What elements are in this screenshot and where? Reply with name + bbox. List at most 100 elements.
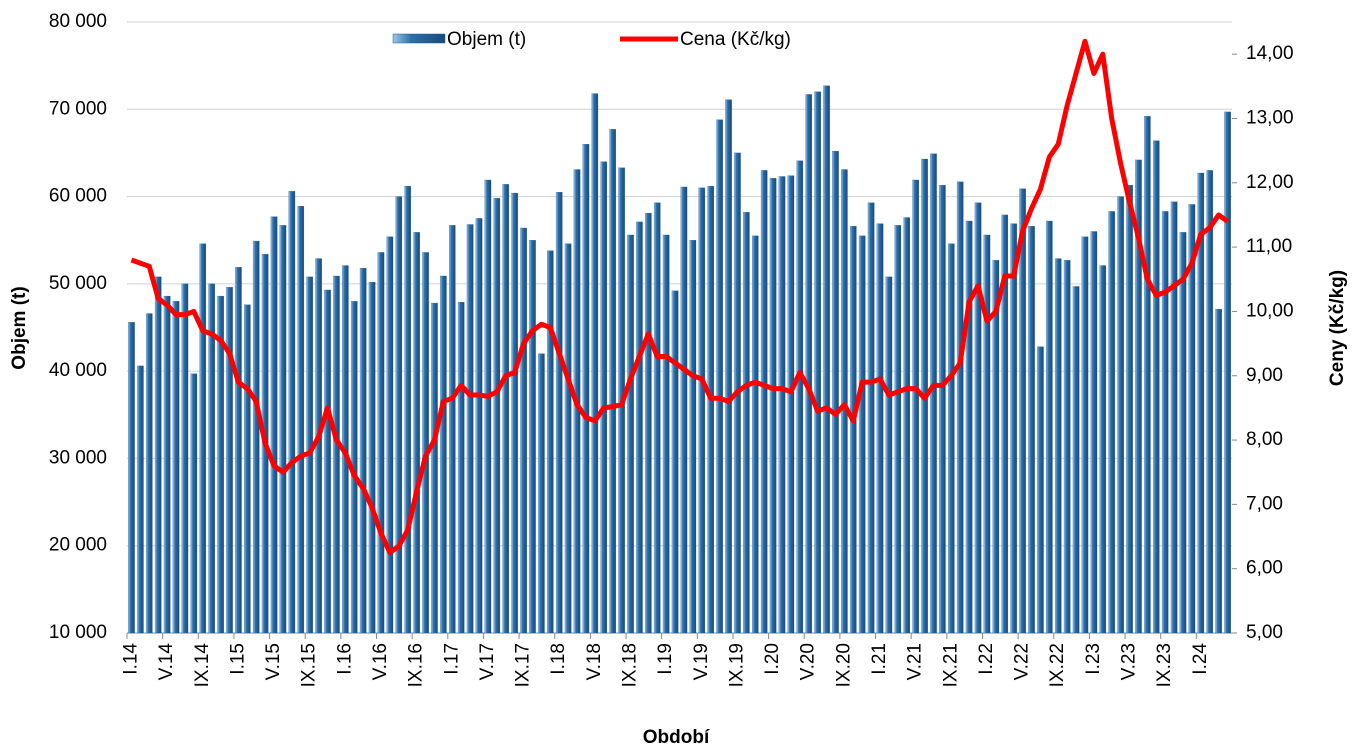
bar (743, 212, 750, 634)
bar (823, 85, 830, 634)
bar (208, 283, 215, 634)
x-tick-label: IX.23 (1154, 643, 1175, 687)
bar (1206, 170, 1213, 634)
y2-tick-label: 10,00 (1246, 300, 1294, 321)
bar (939, 185, 946, 634)
bar (948, 243, 955, 634)
bar (538, 353, 545, 634)
price-line (130, 38, 1230, 556)
y-tick-label: 80 000 (49, 11, 107, 32)
bar (422, 252, 429, 634)
x-tick-label: I.17 (441, 643, 462, 675)
bar (1063, 260, 1071, 634)
bar (386, 236, 394, 634)
bar (787, 175, 795, 634)
x-tick-label: I.21 (869, 643, 890, 675)
bar (1108, 211, 1115, 634)
y2-tick-label: 12,00 (1246, 172, 1294, 193)
bar (457, 302, 465, 634)
bar (359, 267, 367, 634)
bar (279, 225, 287, 634)
bar (653, 202, 661, 634)
bar (511, 192, 518, 634)
x-tick-label: V.17 (477, 643, 498, 680)
bar (448, 225, 456, 634)
bar (867, 202, 875, 634)
y-tick-label: 60 000 (49, 186, 107, 207)
x-axis-title: Období (643, 727, 710, 748)
y-tick-label: 20 000 (49, 535, 107, 556)
bar (930, 153, 937, 634)
bar (1197, 172, 1205, 634)
bar (912, 179, 919, 634)
bar (493, 198, 501, 634)
bar (1019, 188, 1026, 634)
y-tick-label: 50 000 (49, 273, 107, 294)
bar (716, 119, 723, 634)
bar (190, 373, 198, 634)
bar (841, 169, 848, 634)
bar (627, 234, 634, 634)
bar (850, 226, 857, 634)
bar (1215, 309, 1222, 634)
bar (1081, 236, 1089, 634)
y2-axis-title: Ceny (Kč/kg) (1327, 270, 1348, 386)
bar (885, 276, 893, 634)
bar (1001, 214, 1009, 634)
bar (805, 94, 812, 634)
bar (377, 252, 385, 634)
x-tick-label: IX.22 (1047, 643, 1068, 687)
bar (1028, 226, 1035, 634)
bar (1126, 185, 1133, 634)
bar (1090, 231, 1098, 634)
bar (404, 185, 411, 634)
x-tick-label: IX.15 (299, 643, 320, 687)
x-tick-label: IX.21 (940, 643, 961, 687)
bar (199, 243, 207, 634)
legend-swatch (392, 33, 446, 44)
bar (956, 181, 964, 634)
x-tick-label: IX.17 (513, 643, 534, 687)
y-tick-label: 40 000 (49, 360, 107, 381)
x-tick-label: V.21 (905, 643, 926, 680)
y-tick-label: 30 000 (49, 447, 107, 468)
bar (698, 187, 706, 634)
bar (502, 184, 509, 634)
bar (1152, 140, 1160, 634)
bar (413, 232, 420, 634)
bar (725, 99, 732, 634)
bar (760, 170, 768, 634)
bar (520, 227, 527, 634)
bar (769, 178, 777, 634)
bar (1117, 196, 1124, 634)
bar (858, 235, 866, 634)
bar (1010, 223, 1017, 634)
bar (297, 206, 305, 634)
x-tick-label: V.15 (263, 643, 284, 680)
bar (547, 250, 554, 634)
x-tick-label: V.22 (1012, 643, 1033, 680)
bar (662, 234, 670, 634)
bar (181, 283, 189, 634)
bar (1054, 258, 1062, 634)
bar (796, 160, 804, 634)
bar (1188, 204, 1196, 634)
x-tick-label: I.19 (655, 643, 676, 675)
bar (707, 185, 714, 634)
bar (217, 295, 224, 634)
x-tick-label: V.20 (798, 643, 819, 680)
bar (671, 290, 679, 634)
bar (582, 144, 590, 634)
y-axis-title: Objem (t) (9, 286, 30, 369)
bar (564, 243, 572, 634)
x-tick-label: I.18 (548, 643, 569, 675)
x-tick-label: IX.18 (620, 643, 641, 687)
bar (600, 161, 608, 634)
bar (689, 240, 697, 634)
bar (226, 287, 233, 634)
bar (333, 275, 340, 634)
bar (636, 221, 643, 634)
x-tick-label: I.15 (227, 643, 248, 675)
y2-tick-label: 8,00 (1246, 429, 1283, 450)
